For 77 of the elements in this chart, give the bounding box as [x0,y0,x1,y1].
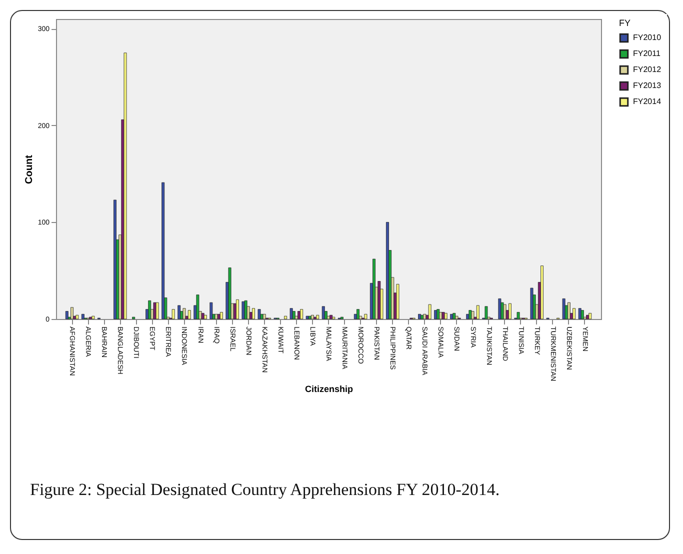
bar [562,298,566,320]
bar [516,312,520,320]
bar [217,314,220,320]
bar [306,316,309,320]
bar [322,306,325,320]
bar [70,307,74,320]
legend-label: FY2013 [633,81,662,90]
bar [418,314,422,320]
bar [196,294,200,320]
bar [81,314,84,320]
bar [503,304,506,320]
bar [76,314,79,320]
bar [540,266,544,320]
bar [530,288,534,320]
bar [300,309,304,320]
bar [258,309,261,320]
bar [220,312,223,320]
bar [484,306,488,320]
bar [498,298,502,320]
bar [572,308,576,320]
y-axis-title: Count [24,154,35,184]
bar [162,182,165,320]
bar [330,314,333,320]
bar [567,302,570,320]
bar [372,258,376,320]
legend-label: FY2010 [633,33,662,42]
bar [316,314,320,320]
bar [210,302,213,320]
bar [455,316,458,320]
bar [114,200,116,320]
bar [178,305,181,320]
bar [182,308,186,320]
bar [188,310,191,320]
bar [92,316,95,320]
bar [214,314,218,320]
bar [450,314,454,320]
bar [500,302,504,320]
bar [364,314,368,320]
bar [580,310,584,320]
x-axis-title: Citizenship [304,384,354,394]
bar [444,312,448,320]
bar [201,312,204,320]
legend-label: FY2012 [633,65,662,74]
bar [508,303,512,320]
bar [236,299,239,320]
bar [442,312,445,320]
bar [471,311,474,320]
bar [204,314,207,320]
bar [252,308,255,320]
bar [244,300,248,320]
bar [452,312,456,320]
bar [396,284,400,320]
bar [65,311,68,320]
legend-label: FY2011 [633,49,661,58]
legend-title: FY [619,18,631,28]
bar [148,300,152,320]
bar [476,305,480,320]
bar [378,281,381,320]
caption: Figure 2: Special Designated Country Apprehensions FY 2010-2014. [30,480,500,500]
bar [578,308,582,320]
bar [468,310,472,320]
bar [420,314,424,320]
bar [262,314,266,320]
bar [586,314,590,320]
bar [290,308,293,320]
bar [356,309,360,320]
bar [466,314,470,320]
bar [292,311,296,320]
bar [228,268,232,320]
bar [284,316,288,320]
bar [156,302,159,320]
legend-label: FY2014 [633,97,662,106]
bar [436,309,440,320]
bar [588,312,592,320]
bar [124,52,127,320]
bar [308,316,312,320]
bar [310,314,314,320]
